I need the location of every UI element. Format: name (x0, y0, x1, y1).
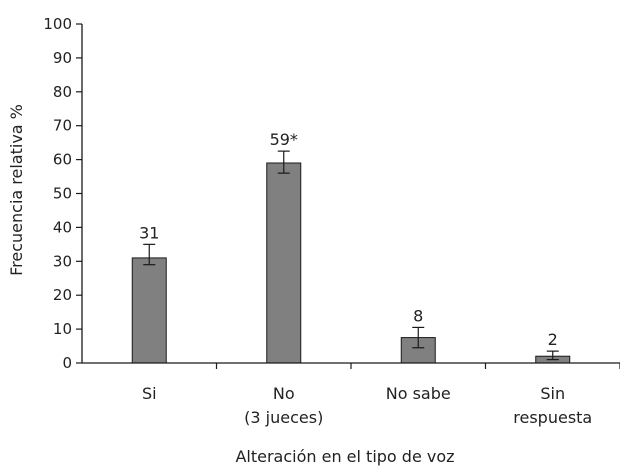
x-category-label: No (273, 384, 295, 403)
data-label: 31 (139, 223, 159, 242)
data-label: 8 (413, 306, 423, 325)
y-axis-ticks: 0 10 20 30 40 50 60 70 80 90 100 (43, 15, 82, 372)
x-category-label: (3 jueces) (244, 408, 323, 427)
y-tick-label: 60 (53, 151, 72, 169)
data-label: 59* (270, 130, 298, 149)
x-axis-title: Alteración en el tipo de voz (235, 447, 454, 466)
data-label: 2 (548, 330, 558, 349)
y-tick-label: 0 (62, 354, 72, 372)
bar (266, 162, 302, 364)
y-tick-label: 30 (53, 252, 72, 270)
x-axis-category-labels: Si No (3 jueces) No sabe Sin respuesta (142, 384, 592, 427)
y-tick-label: 50 (53, 185, 72, 203)
y-tick-label: 10 (53, 320, 72, 338)
y-tick-label: 100 (43, 15, 72, 33)
y-axis-title: Frecuencia relativa % (7, 104, 26, 276)
y-tick-label: 40 (53, 218, 72, 236)
x-category-label: respuesta (513, 408, 592, 427)
y-tick-label: 70 (53, 117, 72, 135)
bars: 31 59* 8 2 (131, 130, 571, 364)
x-category-label: No sabe (386, 384, 451, 403)
x-category-label: Sin (540, 384, 565, 403)
y-tick-label: 20 (53, 286, 72, 304)
y-tick-label: 80 (53, 83, 72, 101)
y-tick-label: 90 (53, 49, 72, 67)
bar (131, 257, 167, 364)
axes (81, 24, 620, 369)
x-category-label: Si (142, 384, 157, 403)
